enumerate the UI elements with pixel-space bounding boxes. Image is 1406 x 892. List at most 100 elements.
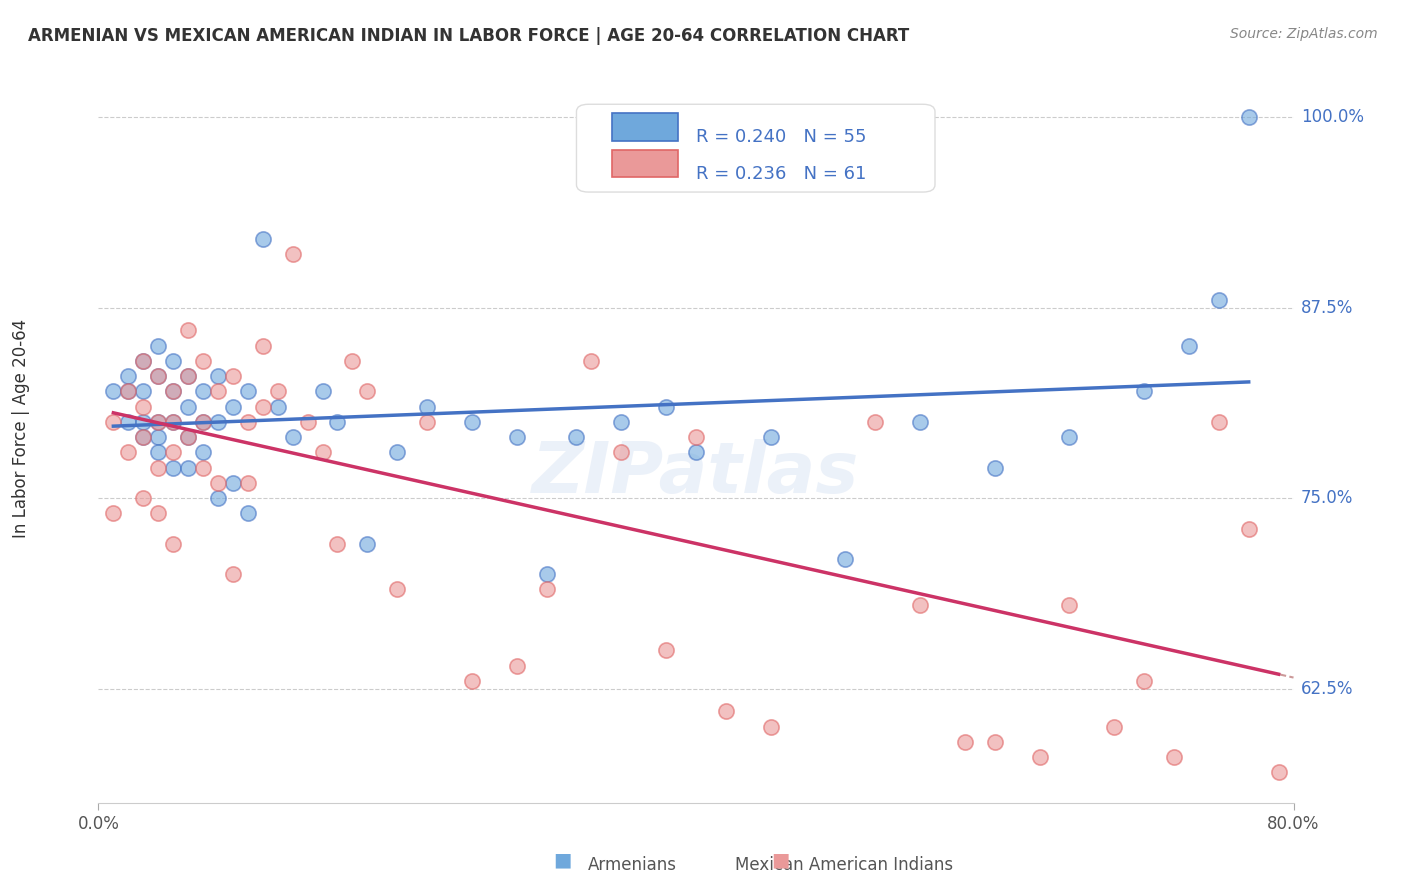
Point: [655, 643, 678, 657]
Point: [207, 475, 229, 490]
Point: [1208, 293, 1230, 307]
Point: [148, 415, 170, 429]
Point: [117, 384, 139, 399]
Point: [117, 415, 139, 429]
Point: [983, 735, 1005, 749]
Point: [148, 339, 170, 353]
Point: [1133, 673, 1156, 688]
Point: [416, 400, 439, 414]
Point: [117, 369, 139, 384]
Point: [536, 582, 558, 597]
Point: [148, 369, 170, 384]
Point: [655, 400, 678, 414]
FancyBboxPatch shape: [576, 104, 935, 192]
Point: [1267, 765, 1289, 780]
Point: [834, 110, 856, 124]
Point: [1104, 720, 1126, 734]
Point: [162, 460, 184, 475]
Point: [132, 354, 155, 368]
Point: [326, 537, 349, 551]
Point: [252, 400, 274, 414]
Text: R = 0.240   N = 55: R = 0.240 N = 55: [696, 128, 866, 146]
Point: [685, 430, 707, 444]
Point: [342, 354, 364, 368]
Point: [536, 567, 558, 582]
Point: [1208, 415, 1230, 429]
Point: [222, 400, 245, 414]
Text: 62.5%: 62.5%: [1301, 680, 1354, 698]
Point: [222, 369, 245, 384]
Text: Source: ZipAtlas.com: Source: ZipAtlas.com: [1230, 27, 1378, 41]
Point: [416, 415, 439, 429]
Point: [117, 445, 139, 459]
Point: [326, 415, 349, 429]
Point: [177, 430, 200, 444]
Point: [506, 430, 529, 444]
Point: [207, 491, 229, 505]
FancyBboxPatch shape: [612, 113, 678, 141]
Point: [222, 567, 245, 582]
Point: [162, 354, 184, 368]
Point: [191, 415, 214, 429]
Point: [311, 445, 333, 459]
Text: ■: ■: [553, 851, 572, 870]
Point: [1059, 598, 1081, 612]
Point: [565, 430, 588, 444]
Point: [908, 415, 931, 429]
Point: [148, 506, 170, 520]
Point: [685, 445, 707, 459]
Point: [162, 415, 184, 429]
Point: [148, 430, 170, 444]
Point: [356, 537, 378, 551]
FancyBboxPatch shape: [612, 150, 678, 178]
Point: [506, 658, 529, 673]
Point: [610, 415, 633, 429]
Point: [162, 384, 184, 399]
Point: [983, 460, 1005, 475]
Point: [177, 460, 200, 475]
Point: [714, 705, 737, 719]
Point: [1237, 110, 1260, 124]
Point: [162, 445, 184, 459]
Point: [1237, 521, 1260, 535]
Point: [177, 323, 200, 337]
Point: [356, 384, 378, 399]
Point: [148, 369, 170, 384]
Text: R = 0.236   N = 61: R = 0.236 N = 61: [696, 165, 866, 183]
Point: [865, 415, 887, 429]
Point: [236, 475, 259, 490]
Point: [252, 232, 274, 246]
Point: [267, 400, 290, 414]
Point: [267, 384, 290, 399]
Point: [236, 506, 259, 520]
Point: [148, 415, 170, 429]
Point: [281, 247, 304, 261]
Point: [759, 430, 782, 444]
Point: [103, 506, 125, 520]
Point: [177, 430, 200, 444]
Text: 100.0%: 100.0%: [1301, 108, 1364, 126]
Point: [385, 445, 409, 459]
Point: [908, 598, 931, 612]
Point: [191, 460, 214, 475]
Text: ■: ■: [770, 851, 790, 870]
Point: [162, 384, 184, 399]
Point: [207, 415, 229, 429]
Point: [132, 430, 155, 444]
Point: [132, 400, 155, 414]
Point: [1163, 750, 1185, 764]
Point: [236, 384, 259, 399]
Point: [132, 384, 155, 399]
Point: [177, 369, 200, 384]
Point: [1028, 750, 1050, 764]
Point: [759, 720, 782, 734]
Point: [461, 673, 484, 688]
Point: [191, 445, 214, 459]
Point: [1178, 339, 1201, 353]
Point: [132, 415, 155, 429]
Point: [103, 415, 125, 429]
Point: [148, 460, 170, 475]
Point: [103, 384, 125, 399]
Point: [281, 430, 304, 444]
Point: [207, 369, 229, 384]
